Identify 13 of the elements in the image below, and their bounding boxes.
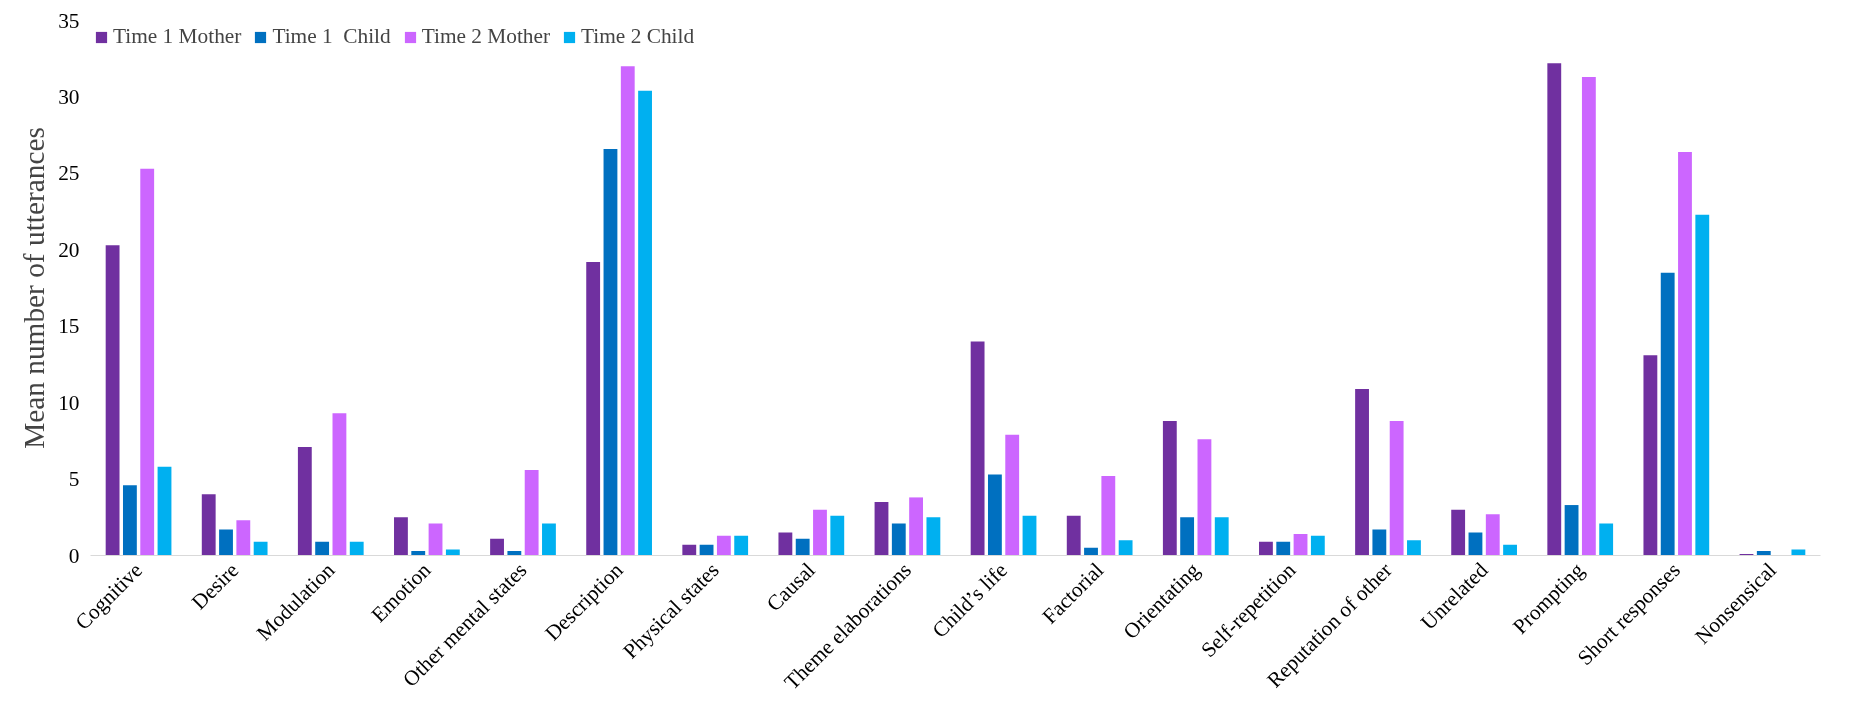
y-tick-label: 20 [58, 237, 80, 262]
legend-label: Time 2 Child [581, 24, 695, 49]
y-tick-label: 15 [58, 314, 80, 339]
legend-label: Time 1 Child [272, 24, 391, 49]
y-tick-label: 10 [58, 390, 80, 415]
legend-label: Time 2 Mother [421, 24, 551, 49]
y-tick-label: 35 [58, 8, 80, 33]
y-axis-title: Mean number of utterances [18, 127, 51, 449]
y-tick-label: 5 [68, 467, 80, 492]
y-tick-label: 30 [58, 84, 80, 109]
y-tick-label: 25 [58, 161, 80, 186]
legend-label: Time 1 Mother [113, 24, 242, 49]
y-tick-label: 0 [68, 543, 80, 568]
